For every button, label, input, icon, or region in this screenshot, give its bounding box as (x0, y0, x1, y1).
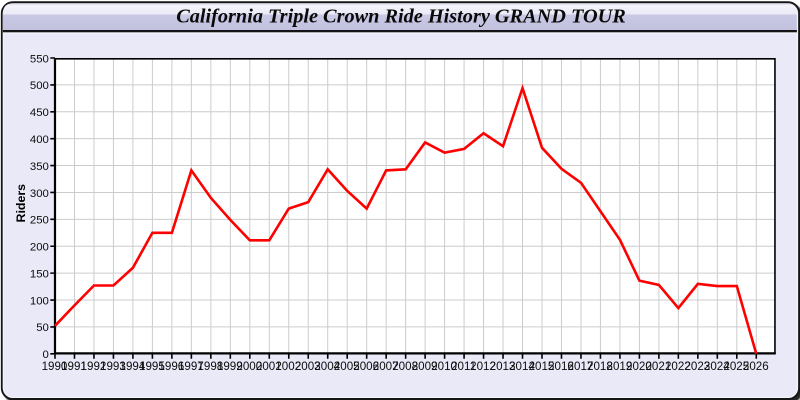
svg-text:1993: 1993 (100, 360, 126, 373)
svg-text:2021: 2021 (645, 360, 671, 373)
svg-text:200: 200 (30, 242, 49, 254)
svg-text:1990: 1990 (42, 360, 68, 373)
svg-text:2003: 2003 (295, 360, 321, 373)
svg-text:1999: 1999 (217, 360, 243, 373)
svg-text:1998: 1998 (197, 360, 223, 373)
svg-text:50: 50 (36, 322, 49, 334)
svg-text:150: 150 (30, 268, 49, 280)
svg-text:2026: 2026 (743, 360, 769, 373)
svg-text:2000: 2000 (236, 360, 262, 373)
svg-text:1996: 1996 (158, 360, 184, 373)
svg-text:2010: 2010 (431, 360, 457, 373)
svg-text:2014: 2014 (509, 360, 535, 373)
svg-text:2011: 2011 (451, 360, 476, 373)
svg-text:0: 0 (43, 349, 49, 361)
svg-text:2016: 2016 (548, 360, 574, 373)
svg-text:2018: 2018 (587, 360, 613, 373)
svg-text:2012: 2012 (470, 360, 496, 373)
svg-text:400: 400 (30, 134, 49, 146)
svg-text:1995: 1995 (139, 360, 165, 373)
svg-text:2022: 2022 (665, 360, 691, 373)
svg-text:2019: 2019 (607, 360, 633, 373)
svg-text:1997: 1997 (178, 360, 204, 373)
svg-text:2004: 2004 (314, 360, 340, 373)
svg-text:2020: 2020 (626, 360, 652, 373)
svg-text:California Triple Crown Ride H: California Triple Crown Ride History GRA… (176, 6, 626, 28)
svg-text:1991: 1991 (61, 360, 87, 373)
svg-text:1994: 1994 (120, 360, 146, 373)
svg-text:2008: 2008 (392, 360, 418, 373)
svg-text:550: 550 (30, 53, 49, 65)
svg-text:2015: 2015 (529, 360, 555, 373)
svg-text:250: 250 (30, 215, 49, 227)
svg-text:1992: 1992 (81, 360, 107, 373)
svg-text:2009: 2009 (412, 360, 438, 373)
svg-text:2024: 2024 (704, 360, 730, 373)
svg-text:2007: 2007 (373, 360, 399, 373)
svg-text:100: 100 (30, 295, 49, 307)
svg-text:2013: 2013 (490, 360, 516, 373)
svg-text:300: 300 (30, 188, 49, 200)
svg-text:2017: 2017 (568, 360, 594, 373)
svg-text:2025: 2025 (723, 360, 749, 373)
svg-text:350: 350 (30, 161, 49, 173)
svg-text:2006: 2006 (353, 360, 379, 373)
svg-text:500: 500 (30, 80, 49, 92)
svg-text:Riders: Riders (14, 184, 28, 223)
svg-text:2001: 2001 (256, 360, 282, 373)
svg-text:2005: 2005 (334, 360, 360, 373)
svg-text:2023: 2023 (684, 360, 710, 373)
svg-text:450: 450 (30, 107, 49, 119)
svg-text:2002: 2002 (275, 360, 301, 373)
